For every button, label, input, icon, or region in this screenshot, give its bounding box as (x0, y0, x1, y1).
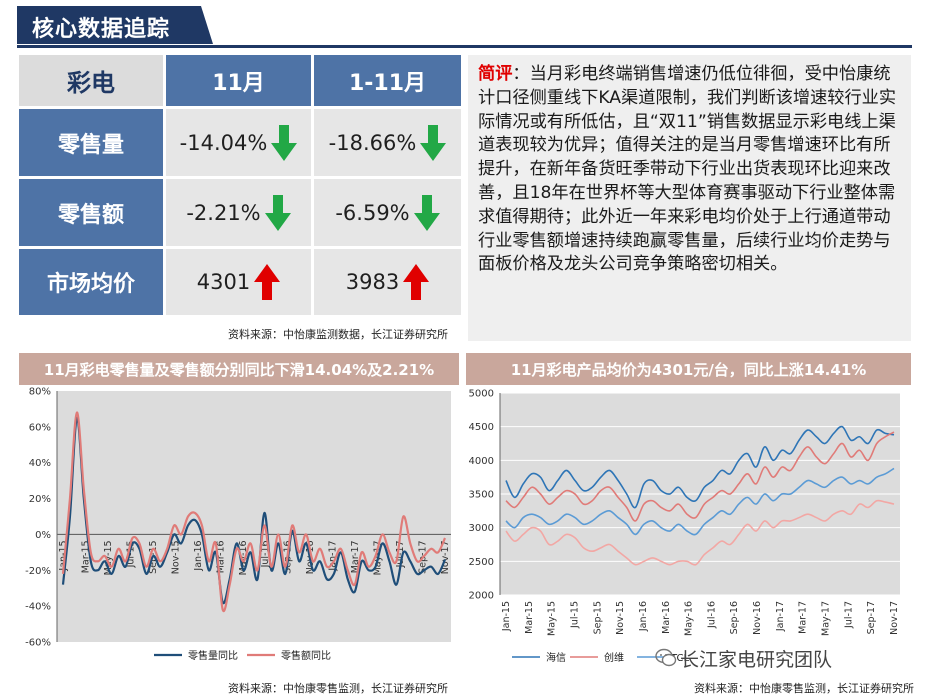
y-tick-label: 4500 (469, 422, 494, 433)
value-cell: -6.59% (314, 179, 461, 246)
x-tick-label: Jul-17 (843, 601, 854, 629)
x-tick-label: Mar-17 (350, 540, 361, 573)
summary-table: 彩电 11月 1-11月 零售量 -14.04% -18.66% 零售额 -2.21% -… (19, 55, 461, 315)
header-tab (17, 6, 213, 44)
sales-yoy-chart: 80% 60% 40% 20% 0% -20% -40% -60% Jan-15 Mar-15 Ma… (25, 387, 451, 662)
comment-body: ：当月彩电终端销售增速仍低位徘徊，受中怡康统计口径侧重线下KA渠道限制，我们判断… (478, 64, 897, 275)
x-tick-label: Jan-17 (328, 540, 339, 571)
x-tick-label: Mar-17 (798, 601, 809, 634)
page-title: 核心数据追踪 (32, 17, 171, 42)
right-chart-source: 资料来源：中怡康零售监测，长江证券研究所 (694, 682, 914, 695)
y-tick-label: 3500 (469, 490, 494, 501)
plot-area (57, 391, 451, 642)
header-underline (17, 45, 912, 48)
value-cell: -18.66% (314, 109, 461, 176)
right-chart-title: 11月彩电产品均价为4301元/台，同比上涨14.41% (466, 353, 911, 385)
x-tick-label: Jul-15 (569, 601, 580, 629)
legend-label: 海信 (546, 651, 566, 664)
series-line (505, 467, 895, 536)
x-tick-label: Sep-15 (592, 601, 603, 634)
y-tick-label: 2500 (469, 557, 494, 568)
x-tick-label: Nov-15 (615, 601, 626, 635)
x-tick-label: Jul-17 (395, 540, 406, 568)
cell-value: 3983 (345, 270, 400, 294)
x-tick-label: Jan-15 (58, 540, 69, 571)
legend-label: TCL (670, 653, 690, 664)
down-arrow-icon (413, 194, 440, 231)
series-line (505, 431, 895, 522)
row-label: 零售量 (19, 109, 163, 176)
down-arrow-icon (264, 194, 291, 231)
row-label: 市场均价 (19, 249, 163, 315)
y-tick-label: 80% (29, 387, 51, 398)
x-tick-label: Nov-15 (170, 540, 181, 574)
left-chart-source: 资料来源：中怡康零售监测，长江证券研究所 (228, 682, 448, 695)
value-cell: -2.21% (166, 179, 311, 246)
cell-value: -18.66% (328, 130, 417, 155)
table-source: 资料来源：中怡康监测数据，长江证券研究所 (228, 328, 448, 341)
x-tick-label: Jan-16 (193, 540, 204, 571)
down-arrow-icon (420, 124, 447, 161)
down-arrow-icon (271, 124, 298, 161)
value-cell: 3983 (314, 249, 461, 315)
y-tick-label: -20% (25, 566, 51, 577)
avg-price-chart: 5000 4500 4000 3500 3000 2500 2000 Jan-15 Mar-15… (469, 389, 900, 664)
x-tick-label: Nov-17 (440, 540, 451, 574)
x-tick-label: Mar-16 (215, 540, 226, 573)
x-tick-label: May-16 (238, 540, 249, 575)
x-tick-label: May-17 (821, 601, 832, 636)
x-tick-label: Jul-16 (260, 540, 271, 568)
y-tick-label: 60% (29, 422, 51, 433)
value-cell: 4301 (166, 249, 311, 315)
cell-value: -6.59% (335, 200, 410, 225)
row-label: 零售额 (19, 179, 163, 246)
wechat-icon (655, 648, 677, 667)
section-header: 核心数据追踪 (0, 0, 928, 52)
x-tick-label: Sep-17 (866, 601, 877, 634)
y-tick-label: 0% (35, 530, 51, 541)
left-chart-title: 11月彩电零售量及零售额分别同比下滑14.04%及2.21% (19, 353, 459, 385)
up-arrow-icon (254, 264, 281, 300)
column-header-month: 11月 (166, 55, 311, 106)
series-line (61, 416, 447, 605)
watermark: 长江家电研究团队 (680, 649, 833, 671)
comment-box: 简评：当月彩电终端销售增速仍低位徘徊，受中怡康统计口径侧重线下KA渠道限制，我们… (468, 55, 911, 341)
y-tick-label: 3000 (469, 523, 494, 534)
series-line (505, 425, 895, 509)
x-tick-label: Mar-16 (661, 601, 672, 634)
x-tick-label: Jan-17 (775, 601, 786, 632)
x-tick-label: Jan-15 (501, 601, 512, 632)
x-tick-label: Jul-15 (125, 540, 136, 568)
y-tick-label: -60% (25, 638, 51, 649)
legend-label: 零售额同比 (281, 649, 331, 662)
series-line (61, 411, 447, 613)
x-tick-label: May-16 (684, 601, 695, 636)
cell-value: -2.21% (186, 200, 261, 225)
x-tick-label: May-15 (547, 601, 558, 636)
column-header-ytd: 1-11月 (314, 55, 461, 106)
table-corner: 彩电 (19, 55, 163, 106)
x-tick-label: Sep-16 (729, 601, 740, 634)
x-tick-label: Nov-16 (752, 601, 763, 635)
cell-value: 4301 (196, 270, 251, 294)
cell-value: -14.04% (179, 130, 268, 155)
up-arrow-icon (403, 264, 430, 300)
y-tick-label: -40% (25, 602, 51, 613)
series-line (505, 499, 895, 566)
y-tick-label: 20% (29, 494, 51, 505)
y-tick-label: 4000 (469, 456, 494, 467)
value-cell: -14.04% (166, 109, 311, 176)
x-tick-label: Mar-15 (80, 540, 91, 573)
x-tick-label: Mar-15 (524, 601, 535, 634)
x-tick-label: Jan-16 (638, 601, 649, 632)
comment-lead: 简评 (478, 64, 513, 84)
y-tick-label: 5000 (469, 389, 494, 400)
y-tick-label: 2000 (469, 591, 494, 602)
legend-label: 创维 (604, 651, 624, 664)
x-tick-label: Jul-16 (706, 601, 717, 629)
legend-label: 零售量同比 (188, 649, 238, 662)
y-tick-label: 40% (29, 458, 51, 469)
x-tick-label: Nov-17 (889, 601, 900, 635)
x-tick-label: May-15 (103, 540, 114, 575)
